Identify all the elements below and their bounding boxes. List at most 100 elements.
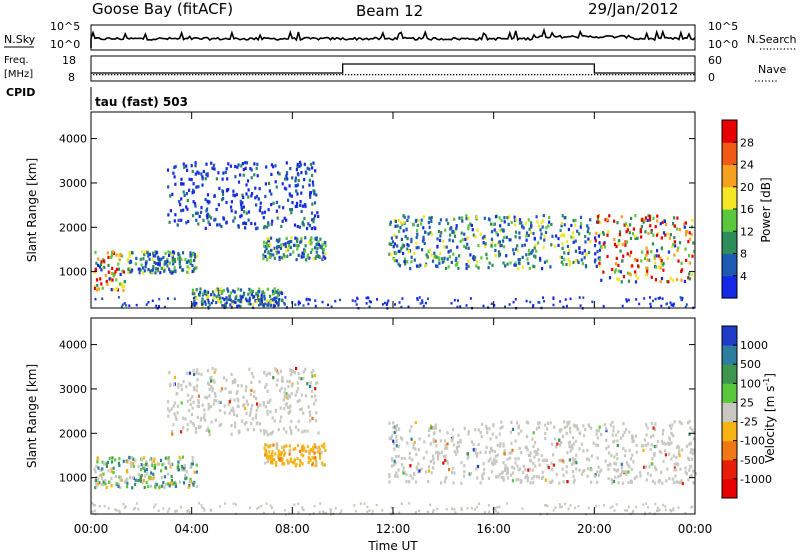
data-cell	[207, 300, 210, 304]
data-cell	[270, 203, 273, 207]
data-cell	[286, 396, 289, 400]
data-cell	[160, 266, 163, 270]
data-cell	[525, 299, 528, 303]
data-cell	[646, 472, 650, 476]
data-cell	[318, 456, 322, 460]
data-cell	[691, 254, 694, 258]
data-cell	[321, 300, 324, 304]
data-cell	[314, 214, 317, 218]
data-cell	[388, 242, 391, 246]
data-cell	[410, 255, 413, 259]
nave-point	[216, 74, 218, 76]
data-cell	[516, 464, 519, 468]
data-cell	[652, 433, 655, 437]
data-cell	[675, 468, 678, 472]
data-cell	[587, 226, 590, 230]
data-cell	[655, 254, 658, 258]
nave-point	[543, 74, 545, 76]
data-cell	[532, 474, 536, 479]
data-cell	[200, 300, 203, 304]
data-cell	[107, 480, 111, 485]
data-cell	[194, 266, 197, 270]
data-cell	[415, 511, 417, 514]
data-cell	[596, 436, 599, 440]
data-cell	[277, 371, 280, 375]
nave-point	[507, 74, 509, 76]
data-cell	[595, 504, 598, 508]
data-cell	[467, 227, 470, 231]
data-cell	[512, 252, 516, 256]
data-cell	[317, 431, 320, 435]
data-cell	[691, 218, 694, 223]
data-cell	[560, 260, 563, 264]
nave-point	[231, 74, 233, 76]
data-cell	[415, 218, 418, 222]
data-cell	[173, 412, 176, 416]
data-cell	[191, 395, 194, 399]
data-cell	[390, 236, 393, 240]
data-cell	[567, 227, 570, 232]
nave-point	[183, 74, 185, 76]
nave-point	[513, 74, 515, 76]
data-cell	[252, 428, 255, 432]
nave-point	[663, 74, 665, 76]
data-cell	[684, 247, 687, 251]
data-cell	[122, 285, 125, 289]
data-cell	[510, 473, 513, 477]
data-cell	[299, 203, 302, 207]
data-cell	[402, 214, 405, 218]
data-cell	[537, 421, 540, 426]
data-cell	[475, 260, 479, 264]
nave-point	[210, 74, 212, 76]
data-cell	[221, 290, 224, 294]
data-cell	[406, 218, 409, 222]
data-cell	[576, 427, 579, 431]
data-cell	[472, 442, 475, 446]
data-cell	[213, 398, 216, 403]
data-cell	[275, 209, 278, 213]
data-cell	[655, 468, 658, 472]
data-cell	[502, 442, 505, 446]
data-cell	[187, 219, 190, 224]
data-cell	[527, 468, 530, 472]
data-cell	[215, 300, 218, 305]
data-cell	[103, 504, 106, 508]
data-cell	[598, 241, 601, 245]
data-cell	[300, 453, 303, 457]
data-cell	[658, 479, 661, 483]
data-cell	[230, 209, 233, 213]
nave-point	[411, 74, 413, 76]
nave-point	[444, 74, 446, 76]
data-cell	[677, 506, 680, 509]
data-cell	[520, 429, 523, 433]
data-cell	[100, 260, 103, 264]
nave-point	[129, 74, 131, 76]
nave-point	[687, 74, 689, 76]
y-tick-label: 3000	[59, 177, 87, 190]
data-cell	[551, 479, 554, 483]
data-cell	[574, 223, 577, 227]
data-cell	[397, 262, 400, 266]
data-cell	[658, 508, 661, 511]
data-cell	[128, 261, 131, 265]
data-cell	[613, 461, 616, 465]
data-cell	[557, 243, 560, 247]
data-cell	[120, 305, 123, 309]
data-cell	[602, 270, 605, 274]
data-cell	[244, 297, 248, 301]
data-cell	[659, 222, 662, 226]
nave-point	[405, 74, 407, 76]
data-cell	[351, 299, 354, 302]
data-cell	[182, 380, 185, 384]
data-cell	[628, 272, 631, 276]
data-cell	[603, 245, 607, 249]
data-cell	[602, 504, 605, 507]
data-cell	[269, 410, 272, 414]
data-cell	[506, 262, 509, 266]
data-cell	[499, 229, 502, 233]
data-cell	[672, 433, 675, 438]
data-cell	[389, 222, 392, 226]
data-cell	[203, 408, 206, 412]
data-cell	[210, 420, 213, 424]
data-cell	[302, 223, 305, 227]
